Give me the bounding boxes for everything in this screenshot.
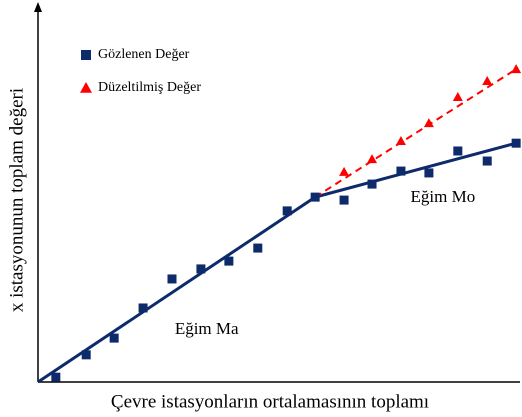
point — [424, 168, 434, 178]
point — [367, 179, 377, 189]
legend-label: Gözlenen Değer — [98, 47, 190, 62]
y-axis-arrow — [34, 2, 42, 12]
legend-swatch — [81, 50, 91, 60]
point — [339, 166, 350, 176]
point — [396, 166, 406, 176]
point — [452, 92, 463, 102]
point — [51, 372, 61, 382]
point — [453, 146, 463, 156]
point — [423, 118, 434, 128]
point — [482, 76, 493, 86]
legend-label: Düzeltilmiş Değer — [98, 80, 201, 95]
fit-line — [314, 141, 517, 199]
point — [109, 333, 119, 343]
annotation: Eğim Ma — [175, 319, 239, 338]
annotation: Eğim Mo — [411, 187, 476, 206]
point — [339, 195, 349, 205]
point — [511, 138, 521, 148]
point — [81, 350, 91, 360]
legend-swatch — [80, 82, 92, 93]
x-axis-label: Çevre istasyonların ortalamasının toplam… — [111, 391, 429, 412]
point — [253, 243, 263, 253]
point — [367, 154, 378, 164]
point — [310, 192, 320, 202]
point — [224, 256, 234, 266]
point — [196, 264, 206, 274]
y-axis-label: x istasyonunun toplam değeri — [6, 88, 27, 312]
point — [395, 135, 406, 145]
point — [138, 303, 148, 313]
fit-line — [314, 68, 517, 198]
point — [482, 156, 492, 166]
point — [511, 64, 522, 74]
fit-line — [37, 195, 316, 384]
point — [282, 206, 292, 216]
point — [167, 274, 177, 284]
